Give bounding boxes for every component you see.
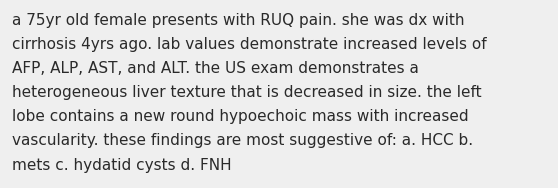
Text: vascularity. these findings are most suggestive of: a. HCC b.: vascularity. these findings are most sug… — [12, 133, 473, 149]
Text: lobe contains a new round hypoechoic mass with increased: lobe contains a new round hypoechoic mas… — [12, 109, 469, 124]
Text: mets c. hydatid cysts d. FNH: mets c. hydatid cysts d. FNH — [12, 158, 232, 173]
Text: heterogeneous liver texture that is decreased in size. the left: heterogeneous liver texture that is decr… — [12, 85, 482, 100]
Text: a 75yr old female presents with RUQ pain. she was dx with: a 75yr old female presents with RUQ pain… — [12, 13, 465, 28]
Text: AFP, ALP, AST, and ALT. the US exam demonstrates a: AFP, ALP, AST, and ALT. the US exam demo… — [12, 61, 419, 76]
Text: cirrhosis 4yrs ago. lab values demonstrate increased levels of: cirrhosis 4yrs ago. lab values demonstra… — [12, 37, 487, 52]
